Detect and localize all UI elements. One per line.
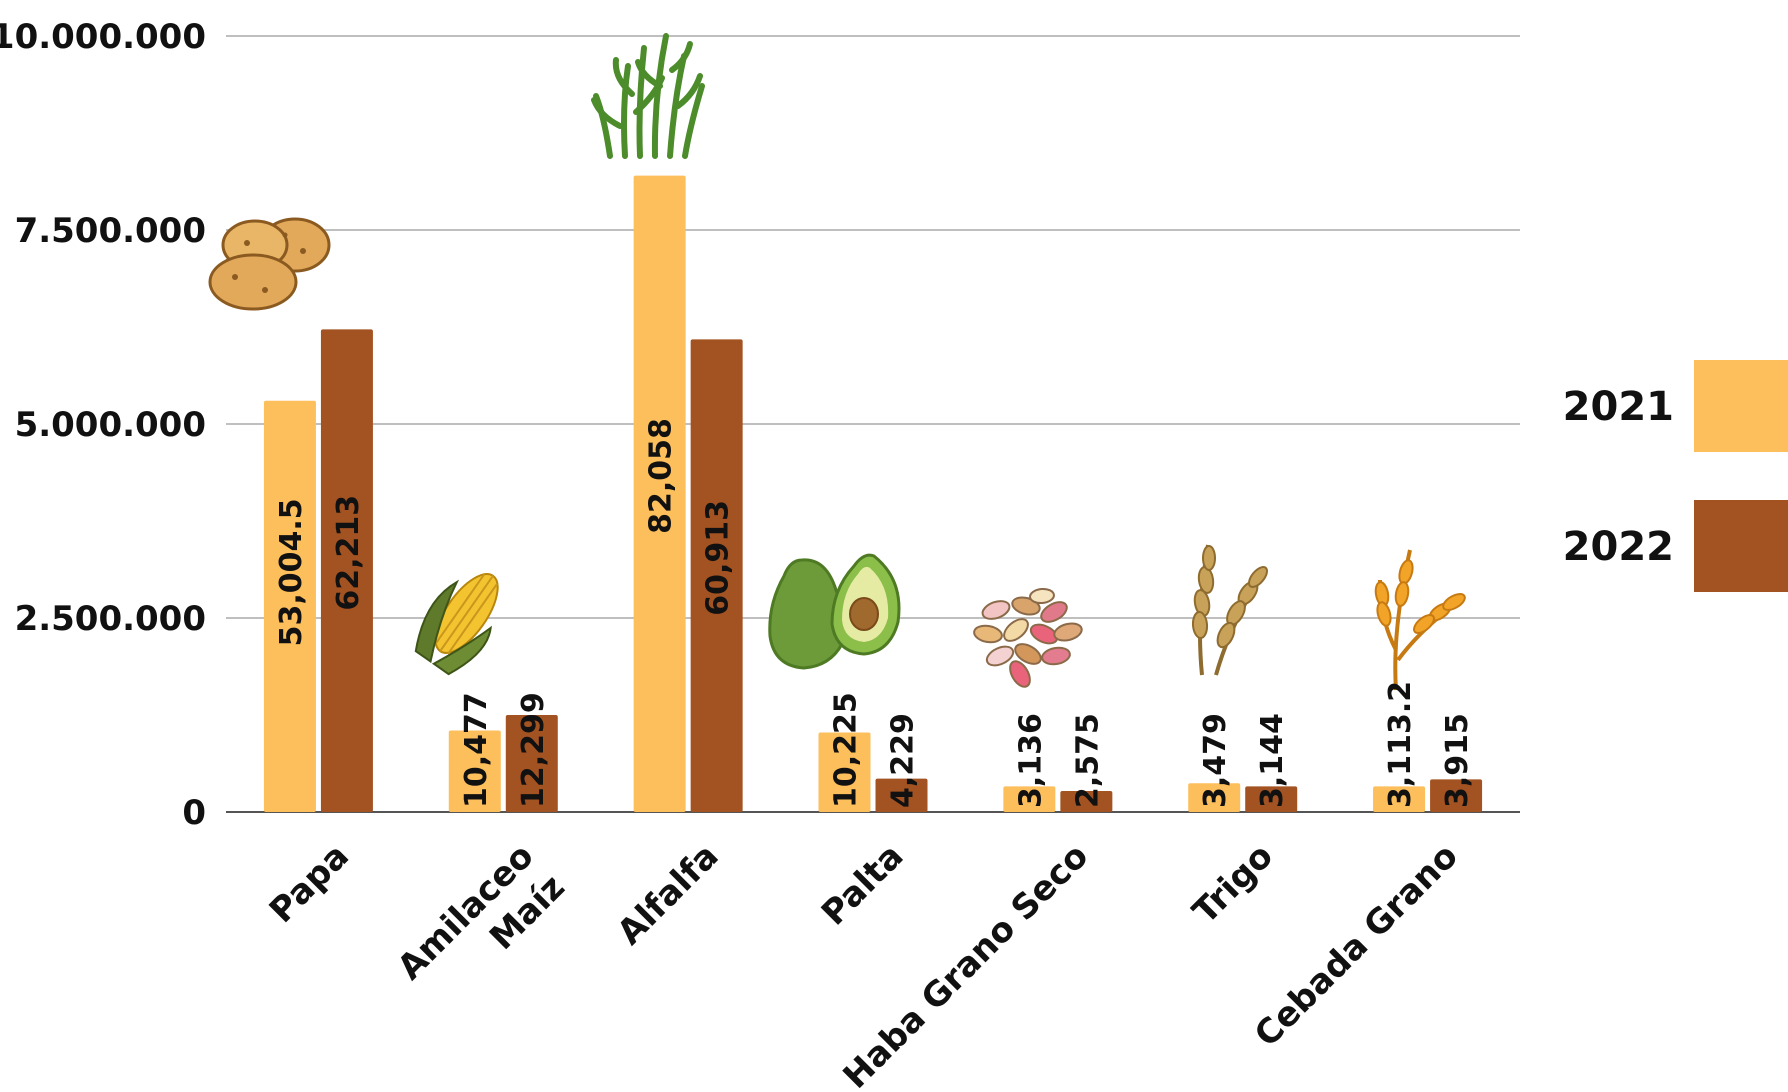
data-label-2022: 60,913: [701, 500, 736, 616]
alfalfa-icon: [591, 33, 705, 159]
x-category-label: Papa: [262, 836, 357, 931]
corn-icon: [414, 573, 499, 676]
x-category-label: Palta: [814, 836, 911, 933]
bar-2021: [448, 730, 501, 812]
data-label-2022: 62,213: [331, 495, 366, 611]
data-label-2022: 2,575: [1070, 713, 1105, 808]
bar-2022: [320, 329, 373, 812]
y-axis: 0 2.500.000 5.000.000 7.500.000 10.000.000: [0, 17, 206, 833]
data-labels: 53,004.5 10,477 82,058 10,225 3,136 3,479 3,11…: [274, 418, 1475, 808]
data-label-2021: 10,477: [459, 692, 494, 808]
bar-2021: [1373, 786, 1426, 812]
y-tick-label: 10.000.000: [0, 17, 206, 57]
data-label-2021: 10,225: [829, 692, 864, 808]
bar-2021: [263, 400, 316, 812]
legend-label-2021: 2021: [1563, 384, 1674, 430]
data-label-2022: 3,915: [1440, 713, 1475, 808]
bar-2021: [633, 175, 686, 812]
y-tick-label: 0: [182, 793, 206, 833]
y-tick-label: 2.500.000: [15, 599, 206, 639]
data-label-2022: 12,299: [516, 692, 551, 808]
bar-2022: [1245, 786, 1298, 812]
data-label-2021: 53,004.5: [274, 498, 309, 646]
y-tick-label: 5.000.000: [15, 405, 206, 445]
bar-2022: [505, 715, 558, 812]
legend-swatch-2022: [1694, 500, 1788, 592]
wheat-icon: [1191, 544, 1268, 676]
bar-2022: [1060, 791, 1113, 812]
data-label-2021: 3,136: [1013, 713, 1048, 808]
bar-2022: [875, 778, 928, 812]
bar-2021: [818, 732, 871, 812]
data-label-2022: 4,229: [886, 713, 921, 808]
x-category-label: Cebada Grano: [1247, 836, 1466, 1055]
data-label-2022: 3,144: [1255, 713, 1290, 808]
x-category-label: Alfalfa: [610, 836, 727, 953]
legend: 2021 2022: [1563, 360, 1788, 592]
y-tick-label: 7.500.000: [15, 211, 206, 251]
bar-2022: [690, 339, 743, 812]
grid-lines: [226, 35, 1520, 813]
legend-label-2022: 2022: [1563, 524, 1674, 570]
potato-icon: [208, 217, 331, 311]
bar-2021: [1003, 786, 1056, 812]
avocado-icon: [768, 553, 901, 670]
bar-2022: [1430, 779, 1483, 812]
x-category-label: Trigo: [1185, 836, 1281, 932]
barley-icon: [1374, 549, 1466, 691]
legend-swatch-2021: [1694, 360, 1788, 452]
data-label-2021: 3,479: [1198, 713, 1233, 808]
beans-icon: [973, 587, 1083, 688]
bars: [263, 175, 1483, 812]
data-label-2021: 3,113.2: [1383, 681, 1418, 808]
data-label-2021: 82,058: [644, 418, 679, 534]
crop-icons: [208, 33, 1466, 691]
bar-2021: [1188, 783, 1241, 812]
